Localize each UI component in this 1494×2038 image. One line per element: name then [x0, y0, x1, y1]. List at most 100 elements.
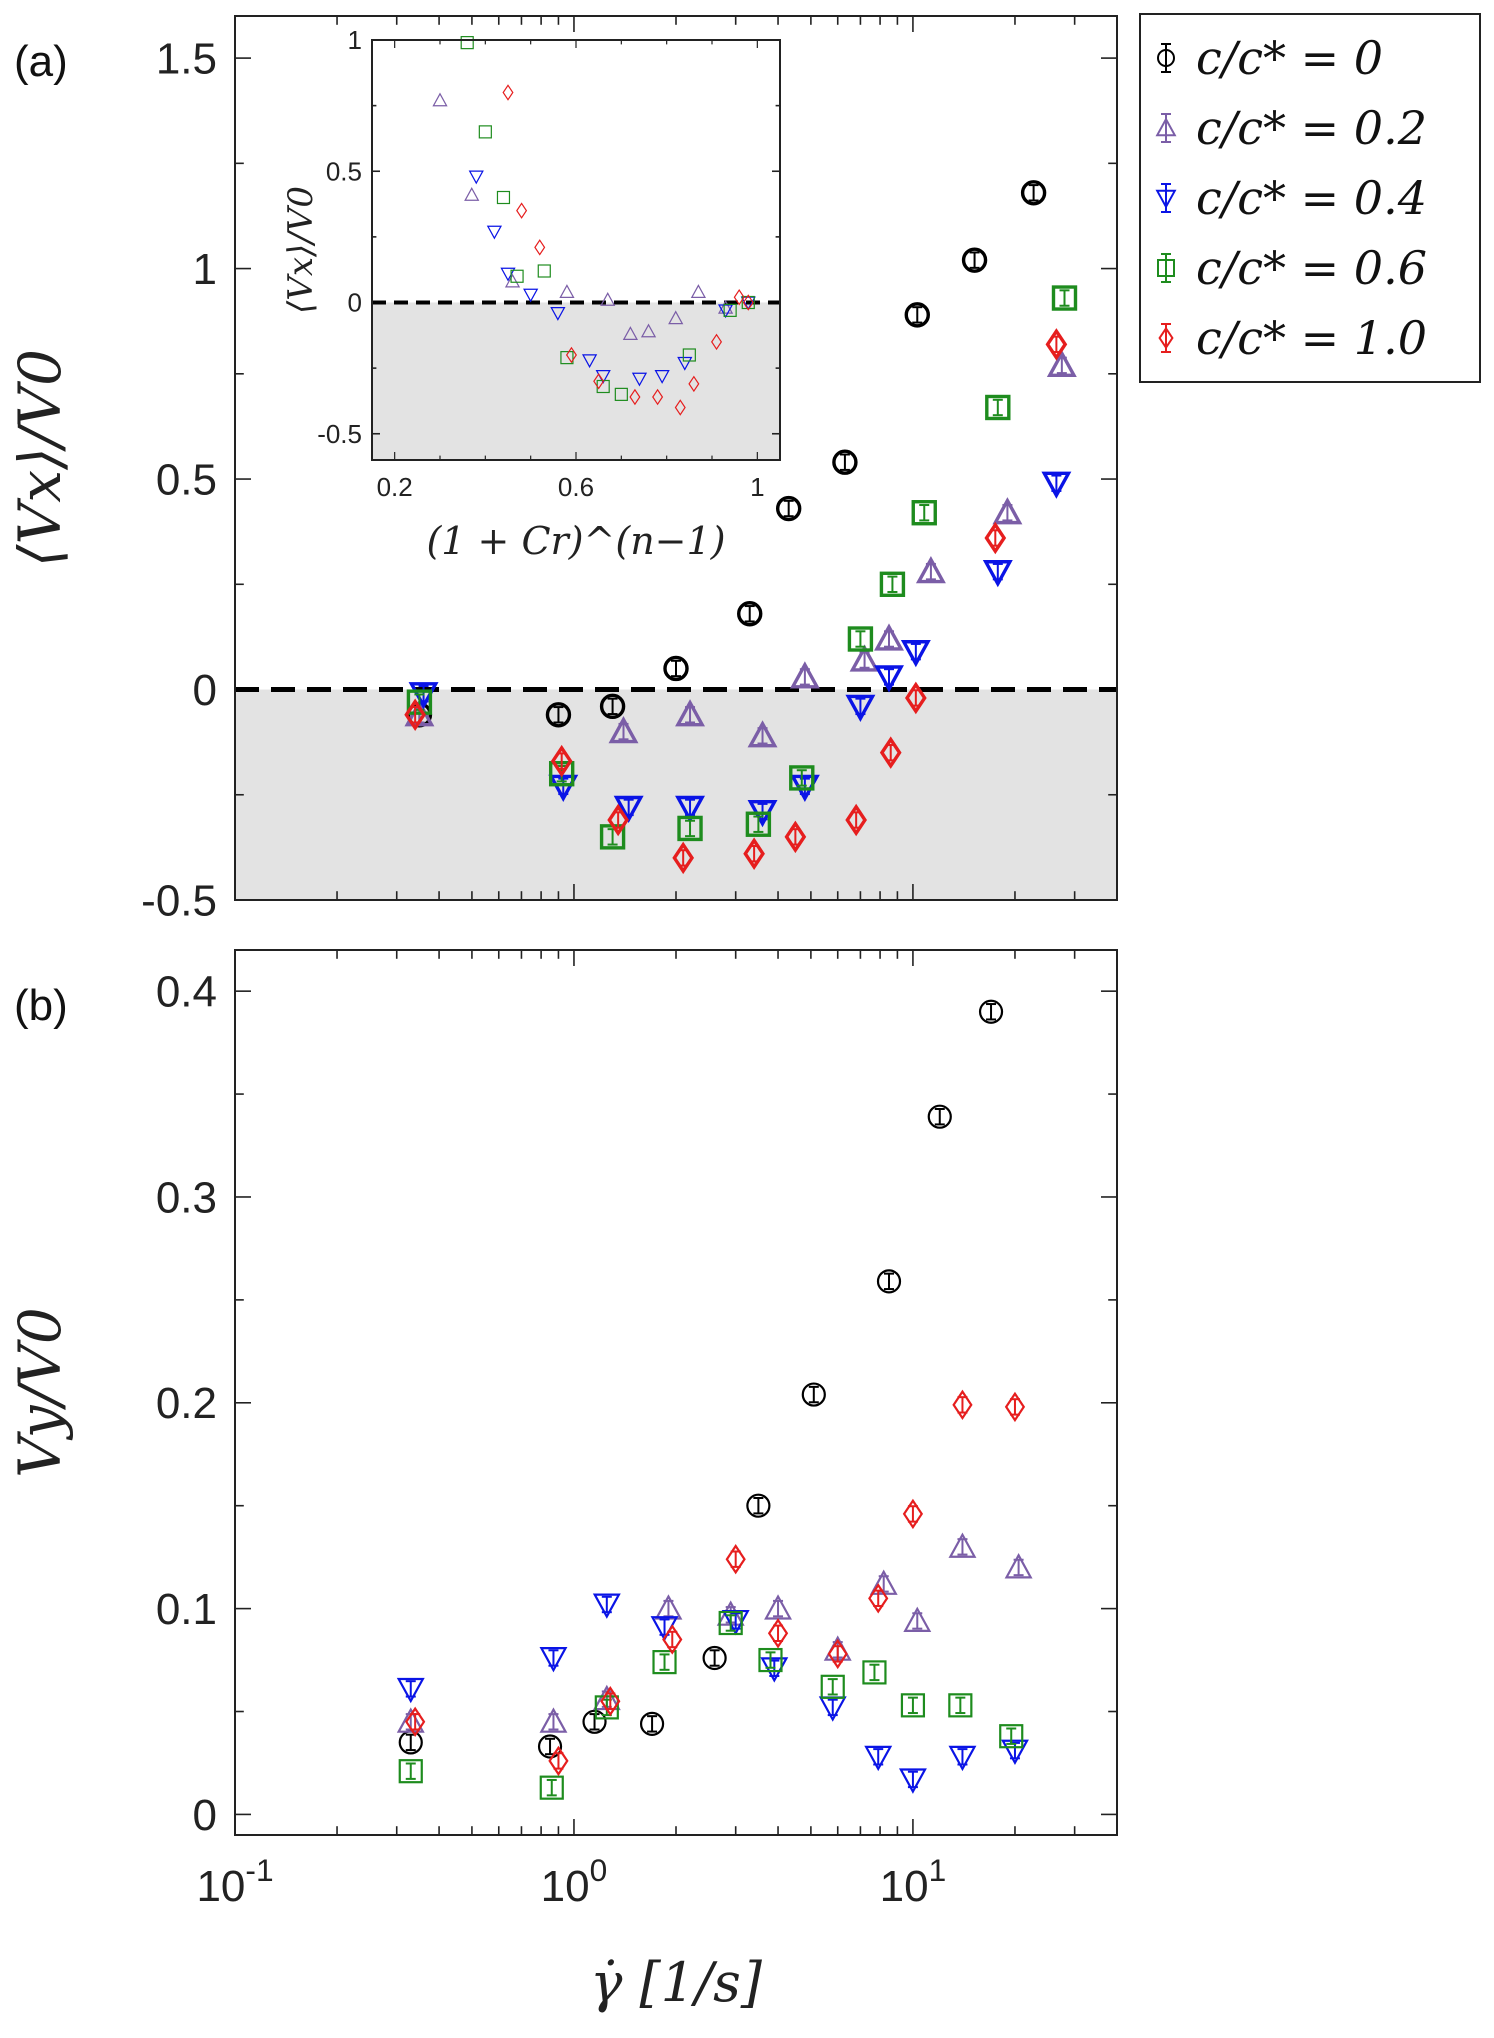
panel-a-point	[675, 699, 706, 727]
inset-point	[614, 387, 628, 401]
inset-point	[682, 348, 696, 362]
panel-b-point	[898, 1768, 927, 1794]
panel-a-ytick-label: 0.5	[156, 455, 217, 504]
panel-b-point	[827, 1638, 848, 1670]
panel-b-point	[876, 1269, 902, 1294]
panel-b-point	[864, 1745, 893, 1772]
inset-point	[460, 36, 474, 50]
inset-point	[550, 307, 566, 321]
panel-b-point	[594, 1695, 619, 1720]
panel-a-point	[613, 795, 644, 824]
inset-point	[464, 187, 480, 201]
panel-b-point	[999, 1724, 1024, 1749]
inset-point	[688, 375, 700, 393]
panel-b-point	[868, 1583, 889, 1614]
inset-ytick-label: 0.5	[326, 156, 362, 186]
inset-point	[711, 333, 723, 351]
panel-b-ytick-label: 0	[193, 1791, 217, 1840]
legend-entry: c/c* = 1.0	[1158, 311, 1427, 365]
inset-ytick-label: 0	[348, 288, 362, 318]
inset-point	[468, 170, 484, 185]
legend-label: c/c* = 0.4	[1196, 171, 1427, 225]
panel-b-xtick-label: 10-1	[196, 1852, 273, 1911]
legend-label: c/c* = 0	[1196, 31, 1383, 85]
legend: c/c* = 0 c/c* = 0.2 c/c* = 0.4 c/c* = 0.6 c/…	[1139, 13, 1481, 383]
inset-point	[559, 284, 575, 298]
legend-entry: c/c* = 0.4	[1155, 171, 1427, 225]
panel-a-point	[743, 837, 765, 870]
panel-b-point	[948, 1745, 977, 1772]
panel-a-point	[847, 626, 874, 652]
panel-b-ytick-label: 0.3	[156, 1173, 217, 1222]
legend-marker	[1157, 49, 1175, 67]
panel-a-point	[915, 556, 946, 584]
inset-point	[733, 288, 745, 306]
panel-a-point	[784, 820, 807, 854]
panel-b-point	[539, 1707, 568, 1733]
panel-a-point	[984, 521, 1007, 555]
panel-a-point	[775, 495, 802, 522]
inset-point	[741, 295, 755, 310]
panel-a-point	[874, 623, 904, 651]
panel-a-point	[845, 803, 867, 837]
legend-label: c/c* = 0.6	[1196, 241, 1427, 295]
panel-a-point	[982, 560, 1013, 588]
inset-point	[740, 296, 756, 311]
panel-b-xtick-label: 101	[880, 1852, 947, 1911]
panel-b-point	[600, 1686, 621, 1717]
inset-point	[717, 304, 734, 319]
inset-point	[677, 356, 693, 371]
panel-b-point	[539, 1775, 564, 1800]
panel-b-series	[398, 1610, 1024, 1800]
panel-b-point	[639, 1711, 665, 1736]
legend-box	[1139, 13, 1481, 383]
panel-b-point	[900, 1693, 926, 1718]
panel-a-point	[879, 736, 902, 769]
panel-b-background	[235, 950, 1117, 1835]
panel-a-point	[1051, 285, 1078, 311]
legend-entry: c/c* = 0.2	[1155, 101, 1427, 155]
panel-b-point	[718, 1610, 743, 1636]
panel-a-point	[545, 702, 572, 728]
inset-point	[516, 202, 528, 219]
legend-marker	[1157, 259, 1175, 277]
inset-point	[496, 190, 511, 205]
panel-b-point	[652, 1650, 677, 1675]
panel-a-point	[900, 640, 931, 668]
panel-b-point	[948, 1532, 977, 1558]
inset-point	[565, 346, 577, 364]
panel-a-point	[745, 811, 772, 837]
panel-b-point	[927, 1104, 952, 1129]
panel-b-point	[592, 1593, 621, 1619]
inset-point	[510, 269, 524, 283]
panel-a-point	[406, 689, 433, 715]
inset-point	[652, 388, 664, 406]
inset-series	[432, 92, 734, 340]
panel-a-point	[992, 497, 1023, 525]
panel-b-ytick-label: 0.2	[156, 1379, 217, 1428]
inset-point	[723, 303, 737, 317]
panel-a-series	[404, 349, 1077, 748]
panel-a-series	[404, 328, 1068, 875]
panel-a-point	[874, 665, 904, 693]
panel-a-point	[1046, 349, 1077, 377]
inset-point	[674, 399, 686, 416]
legend-marker	[1155, 189, 1177, 209]
panel-a-point	[599, 693, 626, 720]
inset-xtick-label: 1	[750, 472, 764, 502]
panel-b-point	[902, 1498, 924, 1530]
inset-point	[600, 292, 616, 306]
panel-b-point	[582, 1709, 607, 1734]
panel-a-point	[832, 449, 858, 475]
inset-negative-region	[372, 302, 780, 460]
panel-b-point	[702, 1645, 727, 1671]
panel-a-point	[1041, 471, 1072, 499]
panel-b-point	[537, 1734, 563, 1759]
panel-a-point	[845, 694, 876, 722]
panel-a-ytick-label: 1.5	[156, 34, 217, 83]
panel-a-point	[911, 500, 937, 526]
panel-a-series	[406, 285, 1078, 850]
panel-b: 0 0.1 0.2 0.3 0.4 10-1 100 101 Vy/V0 γ̇ [1/s]	[6, 949, 1118, 2014]
inset: -0.5 0 0.5 1 0.2 0.6 1 ⟨Vx⟩/V0 (1 + Cr)^(n−1)	[281, 25, 781, 563]
